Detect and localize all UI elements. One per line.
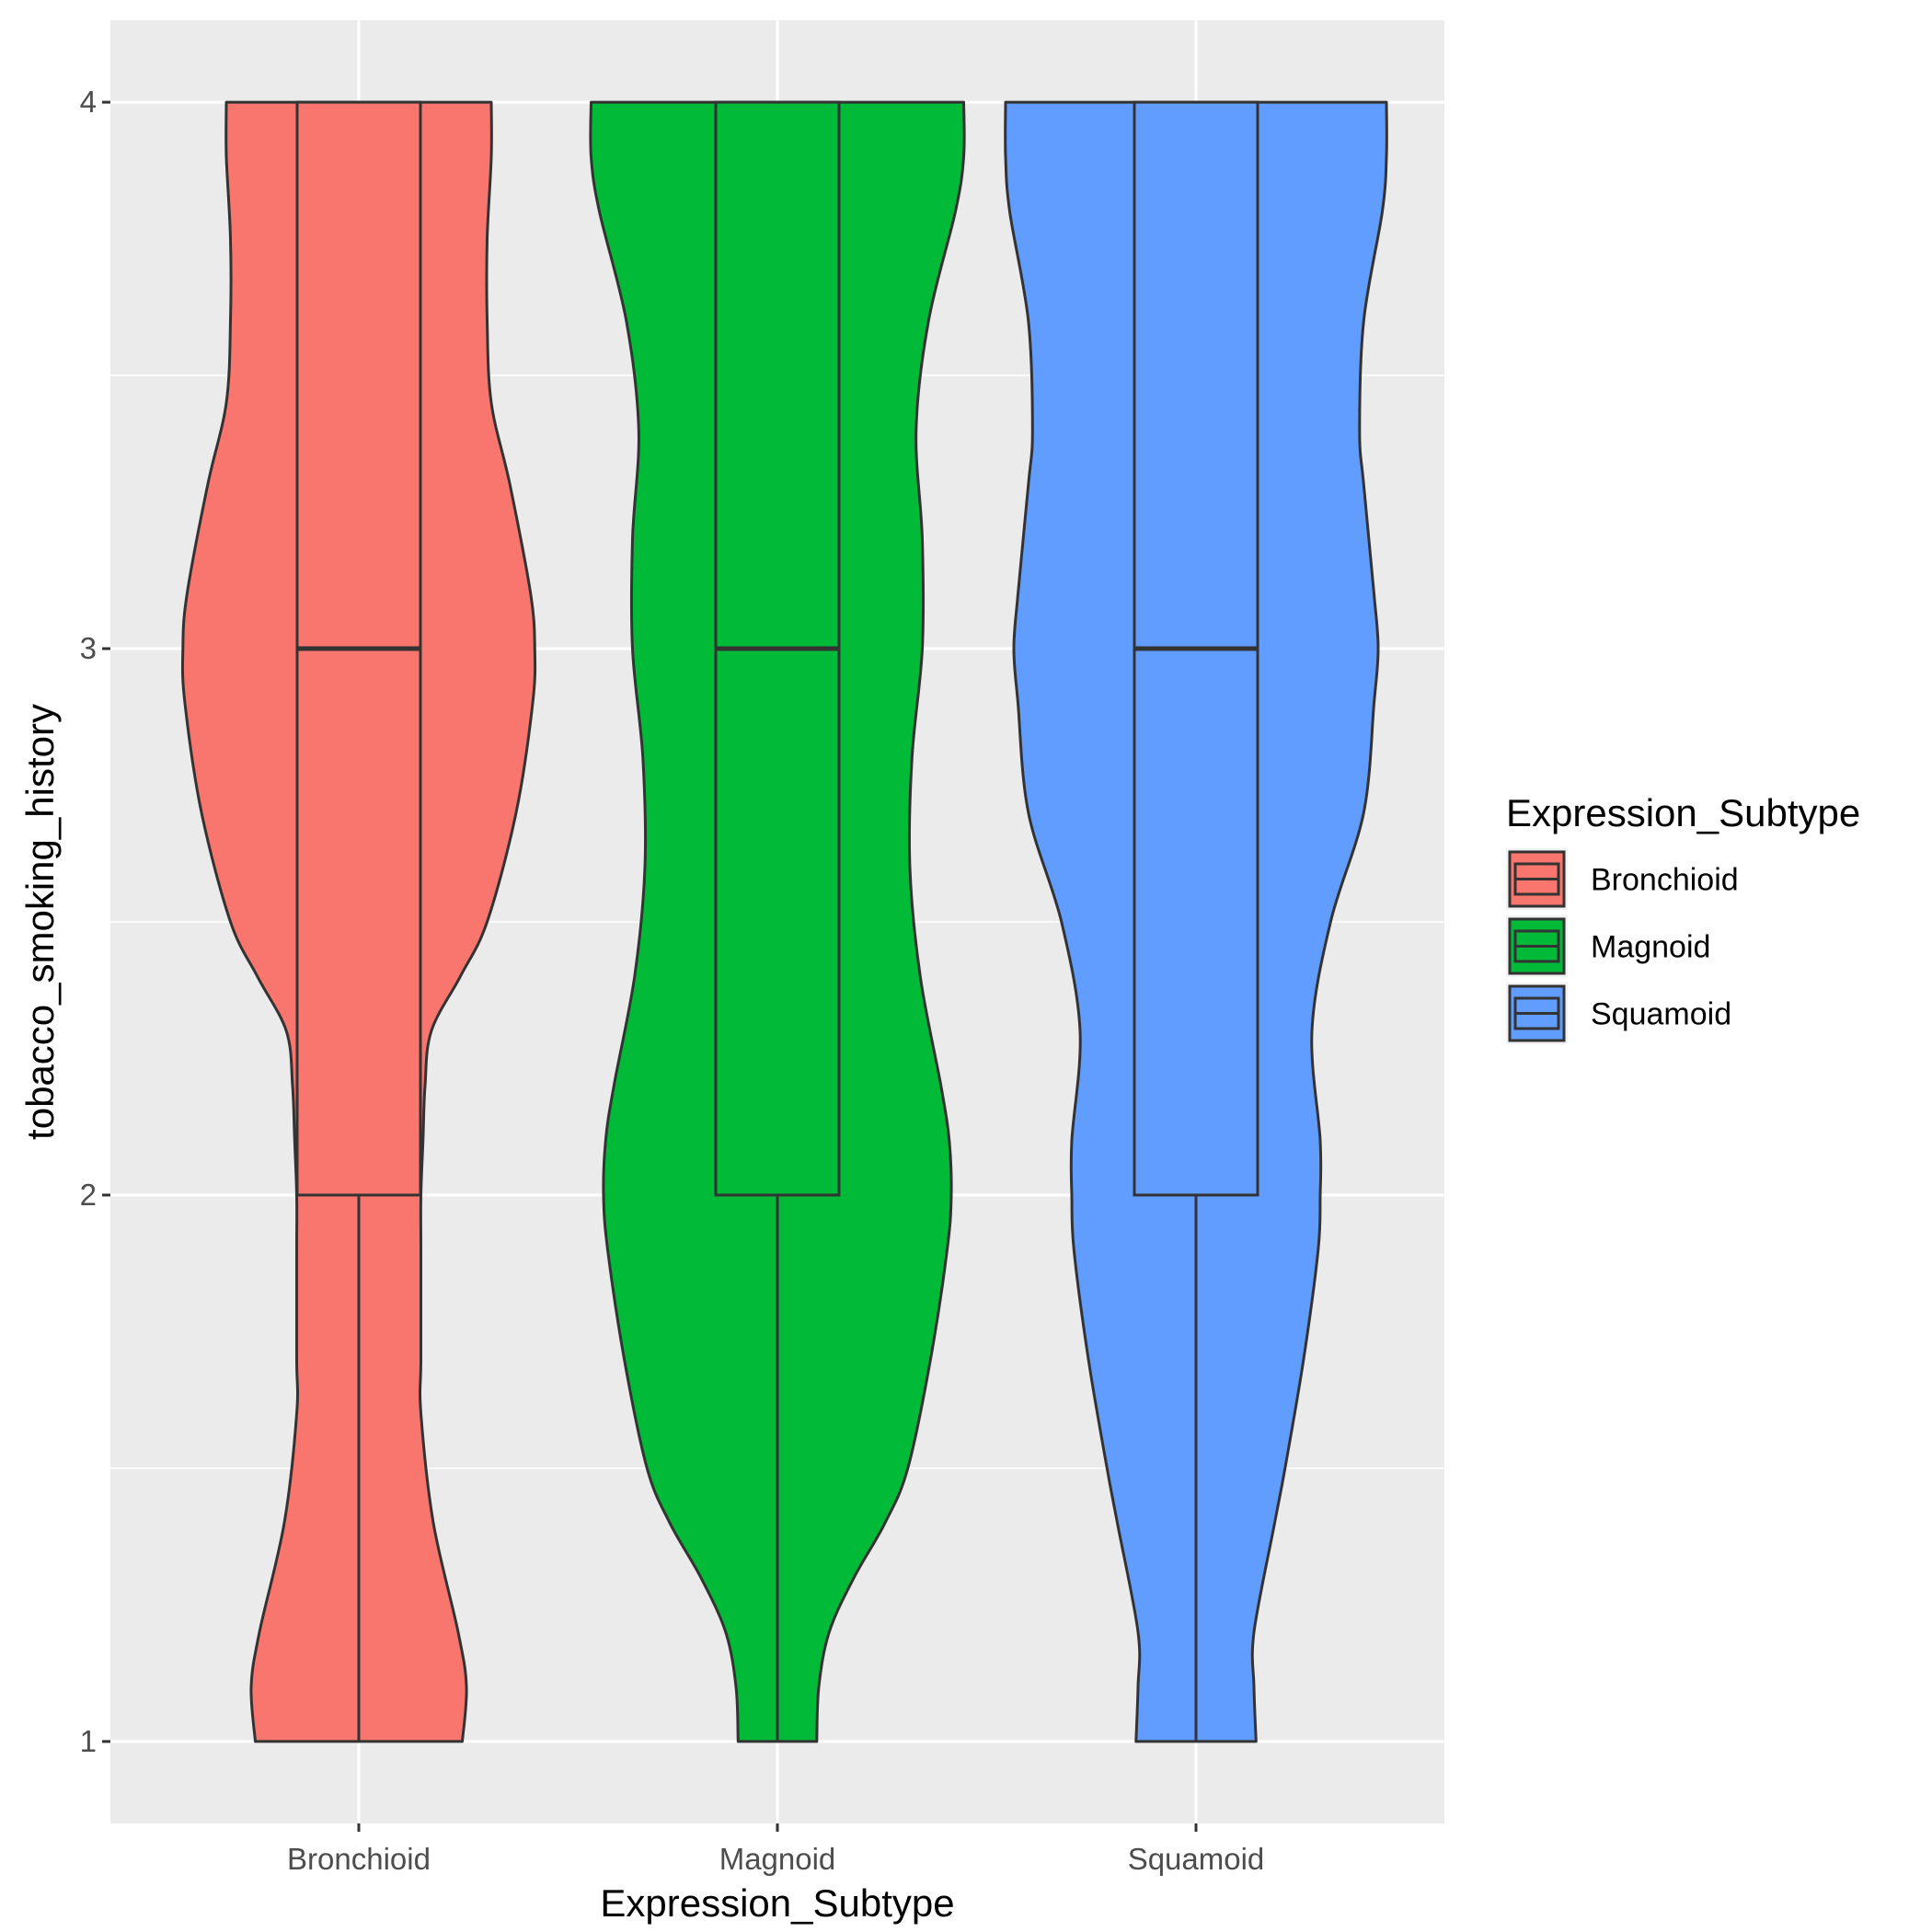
violin-layer	[180, 100, 1388, 1743]
legend: Expression_Subtype Bronchioid Magnoid Squa…	[1506, 791, 1860, 1044]
legend-key-squamoid: Squamoid	[1506, 983, 1731, 1044]
legend-key-magnoid: Magnoid	[1506, 915, 1710, 977]
legend-title: Expression_Subtype	[1506, 791, 1860, 834]
x-tick-label: Bronchioid	[287, 1842, 431, 1876]
x-tick-label: Squamoid	[1128, 1842, 1265, 1876]
x-axis-title: Expression_Subtype	[600, 1881, 954, 1925]
legend-label-magnoid: Magnoid	[1591, 930, 1710, 965]
legend-label-squamoid: Squamoid	[1591, 997, 1731, 1032]
y-axis-title: tobacco_smoking_history	[18, 704, 62, 1140]
x-axis: Bronchioid Magnoid Squamoid	[287, 1823, 1264, 1876]
y-tick-label: 3	[80, 631, 97, 665]
legend-key-bronchioid: Bronchioid	[1506, 848, 1739, 910]
y-tick-label: 2	[80, 1178, 97, 1212]
x-tick-label: Magnoid	[719, 1842, 836, 1876]
y-axis: 1 2 3 4	[80, 85, 110, 1758]
violin-group-bronchioid	[180, 100, 537, 1743]
y-tick-label: 4	[80, 85, 97, 119]
violin-group-squamoid	[1004, 100, 1388, 1743]
violin-group-magnoid	[589, 100, 966, 1743]
legend-keys: Bronchioid Magnoid Squamoid	[1506, 848, 1739, 1044]
legend-label-bronchioid: Bronchioid	[1591, 863, 1739, 898]
y-tick-label: 1	[80, 1724, 97, 1758]
